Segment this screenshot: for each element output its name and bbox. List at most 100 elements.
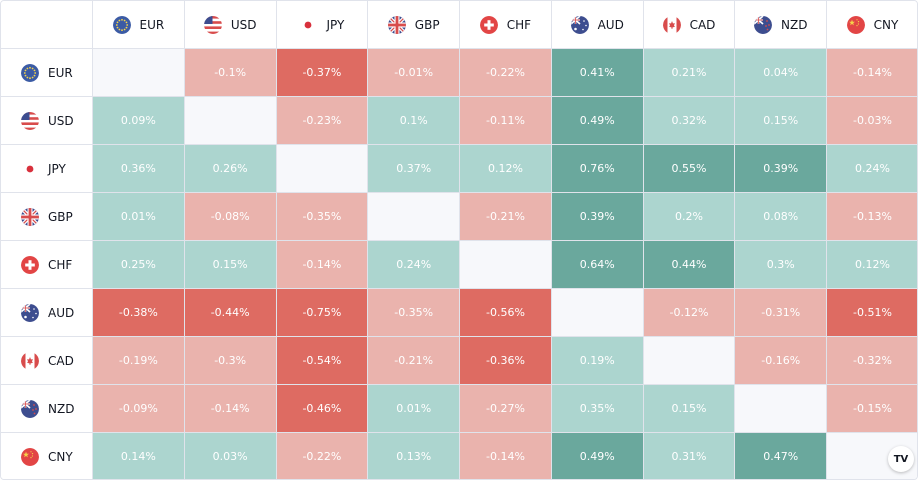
heatmap-cell-jpy-eur[interactable]: 0.36%	[93, 145, 185, 193]
heatmap-cell-eur-jpy[interactable]: -0.37%	[276, 49, 369, 97]
column-header-cny[interactable]: CNY	[827, 1, 917, 49]
heatmap-cell-cny-jpy[interactable]: -0.22%	[276, 433, 369, 479]
row-header-eur[interactable]: EUR	[1, 49, 93, 97]
heatmap-cell-gbp-aud[interactable]: 0.39%	[551, 193, 644, 241]
row-header-nzd[interactable]: NZD	[1, 385, 93, 433]
heatmap-cell-jpy-chf[interactable]: 0.12%	[460, 145, 552, 193]
row-header-jpy[interactable]: JPY	[1, 145, 93, 193]
gb-flag-icon	[21, 207, 39, 226]
column-header-cad[interactable]: CAD	[643, 1, 736, 49]
column-header-chf[interactable]: CHF	[460, 1, 552, 49]
heatmap-cell-eur-usd[interactable]: -0.1%	[184, 49, 277, 97]
heatmap-cell-cad-cny[interactable]: -0.32%	[827, 337, 917, 385]
heatmap-cell-aud-cad[interactable]: -0.12%	[643, 289, 736, 337]
heatmap-cell-usd-gbp[interactable]: 0.1%	[368, 97, 461, 145]
heatmap-cell-chf-usd[interactable]: 0.15%	[184, 241, 277, 289]
heatmap-cell-aud-usd[interactable]: -0.44%	[184, 289, 277, 337]
heatmap-cell-eur-aud[interactable]: 0.41%	[551, 49, 644, 97]
heatmap-cell-usd-cny[interactable]: -0.03%	[827, 97, 917, 145]
heatmap-cell-gbp-cny[interactable]: -0.13%	[827, 193, 917, 241]
heatmap-cell-eur-gbp[interactable]: -0.01%	[368, 49, 461, 97]
row-header-cad[interactable]: CAD	[1, 337, 93, 385]
heatmap-cell-jpy-cny[interactable]: 0.24%	[827, 145, 917, 193]
heatmap-cell-jpy-gbp[interactable]: 0.37%	[368, 145, 461, 193]
heatmap-cell-cad-chf[interactable]: -0.36%	[460, 337, 552, 385]
heatmap-cell-aud-eur[interactable]: -0.38%	[93, 289, 185, 337]
heatmap-cell-eur-chf[interactable]: -0.22%	[460, 49, 552, 97]
heatmap-cell-eur-nzd[interactable]: 0.04%	[735, 49, 828, 97]
heatmap-cell-gbp-usd[interactable]: -0.08%	[184, 193, 277, 241]
heatmap-cell-chf-cad[interactable]: 0.44%	[643, 241, 736, 289]
ch-flag-icon	[479, 15, 498, 34]
column-header-usd[interactable]: USD	[184, 1, 277, 49]
heatmap-cell-aud-chf[interactable]: -0.56%	[460, 289, 552, 337]
row-header-label: USD	[48, 113, 74, 128]
heatmap-cell-chf-nzd[interactable]: 0.3%	[735, 241, 828, 289]
row-header-cny[interactable]: CNY	[1, 433, 93, 479]
heatmap-cell-gbp-cad[interactable]: 0.2%	[643, 193, 736, 241]
heatmap-cell-usd-cad[interactable]: 0.32%	[643, 97, 736, 145]
heatmap-cell-aud-gbp[interactable]: -0.35%	[368, 289, 461, 337]
heatmap-cell-chf-jpy[interactable]: -0.14%	[276, 241, 369, 289]
heatmap-cell-usd-chf[interactable]: -0.11%	[460, 97, 552, 145]
column-header-jpy[interactable]: JPY	[276, 1, 369, 49]
heatmap-cell-nzd-eur[interactable]: -0.09%	[93, 385, 185, 433]
row-header-chf[interactable]: CHF	[1, 241, 93, 289]
heatmap-cell-cny-usd[interactable]: 0.03%	[184, 433, 277, 479]
heatmap-cell-eur-cny[interactable]: -0.14%	[827, 49, 917, 97]
heatmap-cell-aud-cny[interactable]: -0.51%	[827, 289, 917, 337]
heatmap-cell-cad-gbp[interactable]: -0.21%	[368, 337, 461, 385]
heatmap-cell-eur-cad[interactable]: 0.21%	[643, 49, 736, 97]
tradingview-logo-icon[interactable]: TV	[888, 446, 914, 472]
heatmap-cell-cad-aud[interactable]: 0.19%	[551, 337, 644, 385]
heatmap-cell-cad-jpy[interactable]: -0.54%	[276, 337, 369, 385]
heatmap-cell-gbp-jpy[interactable]: -0.35%	[276, 193, 369, 241]
heatmap-cell-aud-jpy[interactable]: -0.75%	[276, 289, 369, 337]
heatmap-cell-gbp-chf[interactable]: -0.21%	[460, 193, 552, 241]
heatmap-cell-chf-gbp[interactable]: 0.24%	[368, 241, 461, 289]
ca-flag-icon	[21, 351, 39, 370]
heatmap-cell-cad-eur[interactable]: -0.19%	[93, 337, 185, 385]
heatmap-cell-cny-aud[interactable]: 0.49%	[551, 433, 644, 479]
heatmap-cell-nzd-jpy[interactable]: -0.46%	[276, 385, 369, 433]
jp-flag-icon	[299, 15, 318, 34]
row-header-aud[interactable]: AUD	[1, 289, 93, 337]
eu-flag-icon	[21, 63, 39, 82]
heatmap-cell-nzd-cad[interactable]: 0.15%	[643, 385, 736, 433]
heatmap-cell-aud-nzd[interactable]: -0.31%	[735, 289, 828, 337]
heatmap-cell-cny-cad[interactable]: 0.31%	[643, 433, 736, 479]
au-flag-icon	[21, 303, 39, 322]
heatmap-cell-chf-cny[interactable]: 0.12%	[827, 241, 917, 289]
heatmap-cell-jpy-usd[interactable]: 0.26%	[184, 145, 277, 193]
column-header-gbp[interactable]: GBP	[368, 1, 461, 49]
heatmap-cell-cny-gbp[interactable]: 0.13%	[368, 433, 461, 479]
column-header-eur[interactable]: EUR	[93, 1, 185, 49]
heatmap-cell-nzd-gbp[interactable]: 0.01%	[368, 385, 461, 433]
heatmap-cell-cny-chf[interactable]: -0.14%	[460, 433, 552, 479]
heatmap-cell-nzd-usd[interactable]: -0.14%	[184, 385, 277, 433]
heatmap-cell-jpy-aud[interactable]: 0.76%	[551, 145, 644, 193]
gb-flag-icon	[387, 15, 406, 34]
column-header-aud[interactable]: AUD	[551, 1, 644, 49]
row-header-gbp[interactable]: GBP	[1, 193, 93, 241]
heatmap-cell-chf-eur[interactable]: 0.25%	[93, 241, 185, 289]
heatmap-cell-nzd-chf[interactable]: -0.27%	[460, 385, 552, 433]
heatmap-cell-usd-nzd[interactable]: 0.15%	[735, 97, 828, 145]
heatmap-cell-cad-usd[interactable]: -0.3%	[184, 337, 277, 385]
heatmap-cell-usd-aud[interactable]: 0.49%	[551, 97, 644, 145]
column-header-nzd[interactable]: NZD	[735, 1, 828, 49]
heatmap-cell-cad-nzd[interactable]: -0.16%	[735, 337, 828, 385]
heatmap-cell-nzd-cny[interactable]: -0.15%	[827, 385, 917, 433]
column-header-label: GBP	[414, 17, 440, 32]
heatmap-cell-chf-aud[interactable]: 0.64%	[551, 241, 644, 289]
heatmap-cell-usd-jpy[interactable]: -0.23%	[276, 97, 369, 145]
heatmap-cell-gbp-nzd[interactable]: 0.08%	[735, 193, 828, 241]
heatmap-cell-nzd-aud[interactable]: 0.35%	[551, 385, 644, 433]
heatmap-cell-jpy-nzd[interactable]: 0.39%	[735, 145, 828, 193]
heatmap-cell-cny-eur[interactable]: 0.14%	[93, 433, 185, 479]
heatmap-cell-cny-nzd[interactable]: 0.47%	[735, 433, 828, 479]
heatmap-cell-jpy-cad[interactable]: 0.55%	[643, 145, 736, 193]
heatmap-cell-gbp-eur[interactable]: 0.01%	[93, 193, 185, 241]
row-header-usd[interactable]: USD	[1, 97, 93, 145]
heatmap-cell-usd-eur[interactable]: 0.09%	[93, 97, 185, 145]
